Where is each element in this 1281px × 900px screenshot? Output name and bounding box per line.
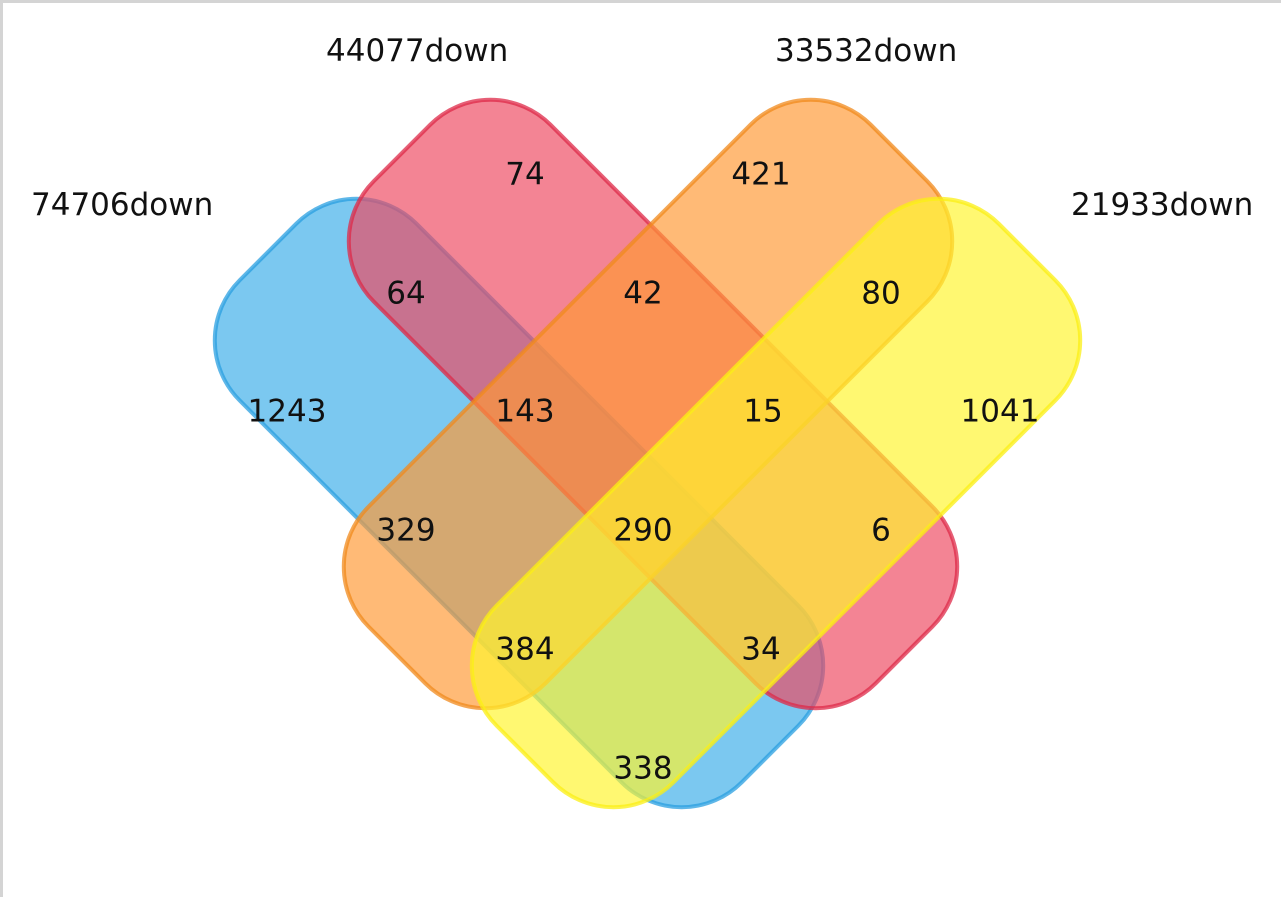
region-count-2-3: 42	[623, 276, 662, 312]
region-count-2-3-4: 15	[743, 394, 782, 430]
venn-shapes	[212, 97, 1083, 810]
region-count-2-4: 6	[871, 513, 891, 549]
region-count-1-4: 338	[613, 751, 672, 787]
set-label-4: 21933down	[1071, 187, 1253, 223]
region-count-1-2-4: 34	[741, 632, 780, 668]
region-count-3-4: 80	[861, 276, 900, 312]
region-count-1-2: 64	[386, 276, 425, 312]
venn-diagram: 74706down 44077down 33532down 21933down …	[31, 33, 1253, 810]
venn-set-4-shape	[469, 196, 1083, 810]
region-count-1-3-4: 384	[495, 632, 554, 668]
region-count-1-2-3-4: 290	[613, 513, 672, 549]
region-count-only-3: 421	[731, 157, 790, 193]
region-count-1-3: 329	[376, 513, 435, 549]
set-label-3: 33532down	[775, 33, 957, 69]
set-label-2: 44077down	[326, 33, 508, 69]
set-label-1: 74706down	[31, 187, 213, 223]
region-count-only-1: 1243	[248, 394, 327, 430]
region-count-only-4: 1041	[961, 394, 1040, 430]
region-count-only-2: 74	[505, 157, 544, 193]
region-count-1-2-3: 143	[495, 394, 554, 430]
venn-set-labels: 74706down 44077down 33532down 21933down	[31, 33, 1253, 223]
venn-region-labels: 74 421 64 42 80 1243 143 15 1041 329 290…	[248, 157, 1040, 787]
